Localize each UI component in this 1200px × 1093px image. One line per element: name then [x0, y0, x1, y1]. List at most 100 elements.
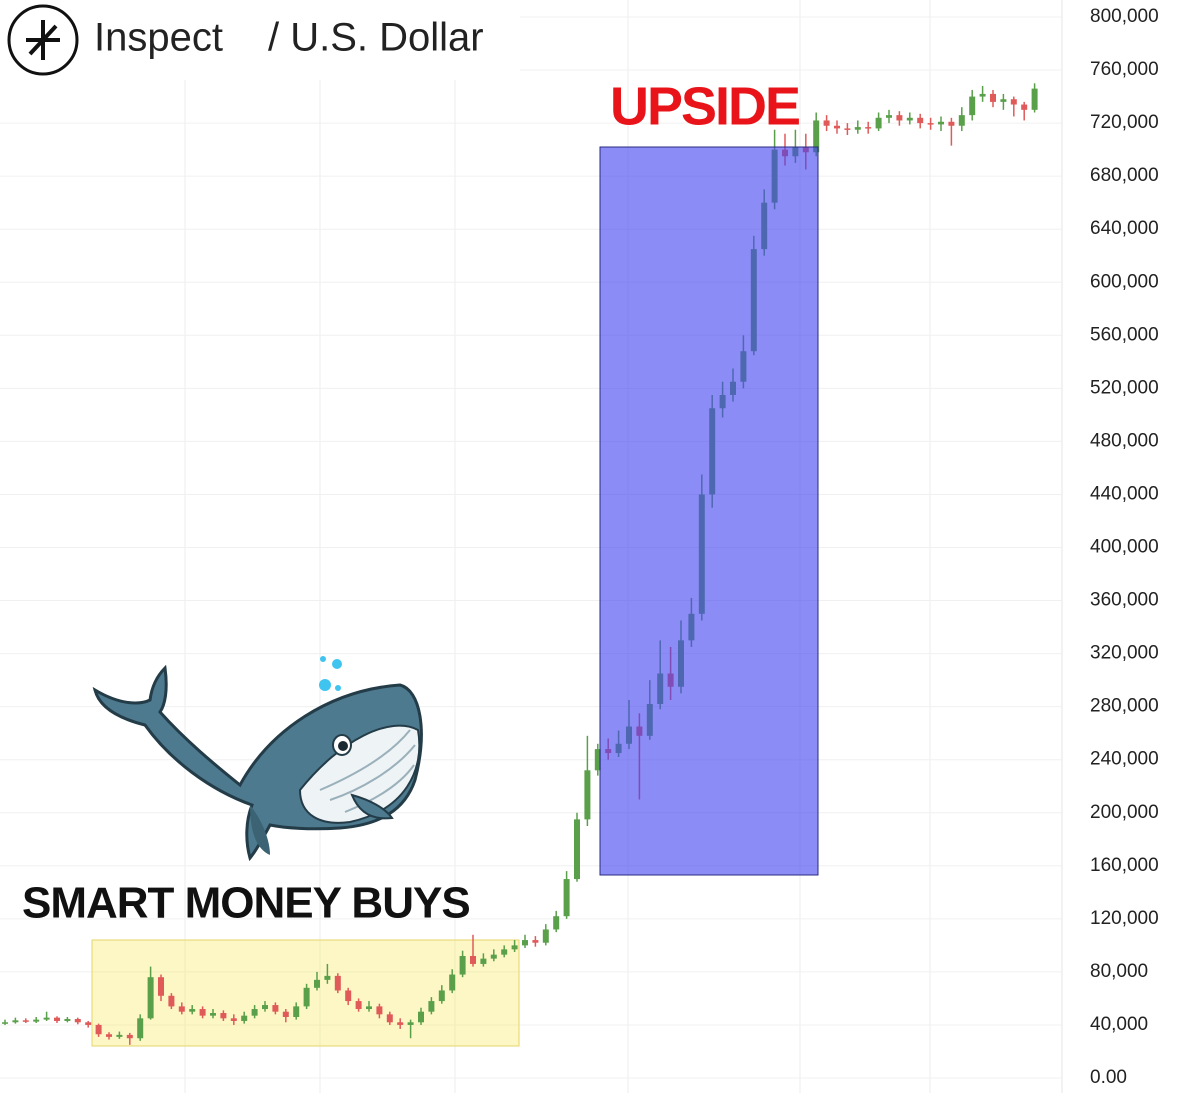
candle-body	[324, 975, 331, 980]
candle-body	[95, 1024, 102, 1035]
candle-body	[407, 1022, 414, 1025]
candle-body	[854, 127, 861, 130]
candle-body	[303, 987, 310, 1007]
candle-body	[511, 945, 518, 950]
candle-body	[1010, 99, 1017, 105]
candle-body	[199, 1009, 206, 1016]
candle-body	[906, 117, 913, 121]
candle-body	[532, 940, 539, 943]
y-tick-label: 120,000	[1090, 908, 1159, 929]
header-bg	[0, 0, 520, 80]
y-tick-label: 160,000	[1090, 855, 1159, 876]
candle-body	[813, 120, 820, 153]
candle-body	[355, 1001, 362, 1010]
y-tick-label: 600,000	[1090, 271, 1159, 292]
candle-body	[875, 117, 882, 129]
candle-body	[979, 93, 986, 97]
candle-body	[43, 1017, 50, 1020]
candle-body	[886, 115, 892, 118]
candle-body	[116, 1034, 123, 1037]
y-axis: 0.00 40,000 80,000 120,000 160,000 200,000 240…	[1090, 6, 1159, 1088]
candle-body	[397, 1022, 404, 1025]
candle-body	[969, 96, 976, 116]
candle-body	[594, 749, 601, 771]
candle-body	[220, 1013, 227, 1019]
y-tick-label: 440,000	[1090, 483, 1159, 504]
y-tick-label: 400,000	[1090, 537, 1159, 558]
annotation-upside: UPSIDE	[610, 76, 799, 136]
y-tick-label: 280,000	[1090, 696, 1159, 717]
water-drop	[335, 685, 341, 691]
candle-body	[480, 958, 487, 964]
whale-fin	[250, 805, 270, 855]
chart-subtitle: / U.S. Dollar	[268, 16, 484, 60]
candle-body	[1031, 88, 1038, 110]
candle-body	[314, 979, 320, 988]
candle-body	[449, 974, 456, 991]
whale-pupil	[338, 741, 348, 751]
candle-body	[418, 1011, 424, 1023]
candle-body	[12, 1020, 19, 1023]
candle-body	[241, 1015, 248, 1021]
candle-body	[106, 1034, 112, 1037]
candle-body	[542, 929, 549, 943]
y-tick-label: 560,000	[1090, 324, 1159, 345]
logo-stroke	[28, 24, 58, 56]
y-tick-label: 680,000	[1090, 165, 1159, 186]
candle-body	[459, 955, 466, 975]
candle-body	[137, 1018, 144, 1039]
y-tick-label: 760,000	[1090, 59, 1159, 80]
candle-body	[844, 128, 851, 130]
candle-body	[865, 127, 872, 129]
candle-body	[168, 995, 175, 1007]
candle-body	[64, 1018, 71, 1021]
candle-body	[178, 1006, 185, 1012]
candle-body	[501, 949, 508, 955]
candle-body	[990, 93, 996, 102]
y-tick-label: 240,000	[1090, 749, 1159, 770]
whale-illustration	[92, 656, 423, 862]
candle-body	[293, 1006, 300, 1017]
y-tick-label: 200,000	[1090, 802, 1159, 823]
water-drop	[319, 679, 331, 691]
y-tick-label: 360,000	[1090, 590, 1159, 611]
candle-body	[376, 1006, 383, 1015]
chart-title: Inspect	[94, 16, 223, 60]
candle-body	[938, 121, 944, 125]
y-tick-label: 640,000	[1090, 218, 1159, 239]
candle-body	[74, 1018, 81, 1023]
annotation-smart-money: SMART MONEY BUYS	[22, 879, 470, 928]
candle-body	[490, 954, 497, 959]
candle-body	[210, 1013, 216, 1016]
candle-body	[251, 1009, 258, 1016]
candle-body	[563, 879, 570, 917]
candle-body	[334, 975, 341, 991]
candle-body	[1021, 104, 1028, 110]
upside-zone	[599, 146, 819, 876]
candle-body	[896, 115, 903, 121]
candle-body	[272, 1005, 279, 1012]
y-tick-label: 720,000	[1090, 112, 1159, 133]
candle-body	[584, 770, 591, 820]
y-tick-label: 320,000	[1090, 643, 1159, 664]
whale-flipper	[350, 793, 394, 820]
y-tick-label: 480,000	[1090, 430, 1159, 451]
whale-belly-lines	[319, 729, 416, 813]
y-tick-label: 800,000	[1090, 6, 1159, 27]
candle-body	[147, 977, 154, 1019]
candle-body	[158, 977, 164, 996]
water-drop	[320, 656, 326, 662]
candle-body	[262, 1005, 268, 1010]
water-drop	[332, 659, 342, 669]
candle-body	[522, 940, 528, 946]
y-tick-label: 40,000	[1090, 1014, 1148, 1035]
candle-body	[345, 990, 352, 1002]
candle-body	[2, 1022, 8, 1024]
candle-body	[428, 1001, 435, 1012]
candle-body	[386, 1014, 393, 1023]
h-grid	[0, 16, 1062, 1079]
y-tick-label: 80,000	[1090, 961, 1148, 982]
candle-body	[230, 1018, 237, 1021]
